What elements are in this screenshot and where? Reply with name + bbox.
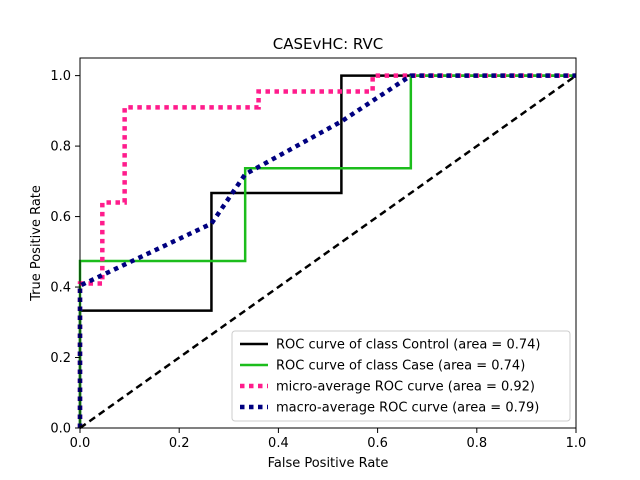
x-tick-label: 1.0 (566, 436, 587, 451)
y-axis-title: True Positive Rate (29, 185, 44, 302)
x-axis-title: False Positive Rate (268, 456, 389, 471)
y-tick-label: 0.4 (50, 281, 71, 296)
y-tick-label: 0.0 (50, 422, 71, 437)
legend-label: ROC curve of class Case (area = 0.74) (276, 359, 525, 374)
legend: ROC curve of class Control (area = 0.74)… (231, 330, 571, 422)
x-tick-label: 0.4 (268, 436, 289, 451)
legend-label: ROC curve of class Control (area = 0.74) (276, 338, 540, 353)
x-tick-label: 0.0 (70, 436, 91, 451)
y-tick-label: 0.2 (50, 351, 71, 366)
chance-diagonal-line (79, 74, 577, 430)
series-line-3 (77, 73, 576, 428)
x-axis: 0.0 0.2 0.4 0.6 0.8 1.0 (70, 428, 587, 451)
x-tick-label: 0.2 (169, 436, 190, 451)
x-tick-label: 0.8 (466, 436, 487, 451)
plot-area-frame (79, 57, 577, 429)
legend-label: macro-average ROC curve (area = 0.79) (276, 401, 539, 416)
legend-box (231, 330, 571, 422)
y-tick-label: 0.8 (50, 140, 71, 155)
x-tick-label: 0.6 (367, 436, 388, 451)
y-tick-label: 1.0 (50, 69, 71, 84)
y-axis: 0.0 0.2 0.4 0.6 0.8 1.0 (50, 69, 80, 437)
series-line-2 (77, 73, 576, 428)
legend-label: micro-average ROC curve (area = 0.92) (276, 380, 535, 395)
y-tick-label: 0.6 (50, 210, 71, 225)
chart-title: CASEvHC: RVC (273, 35, 384, 53)
